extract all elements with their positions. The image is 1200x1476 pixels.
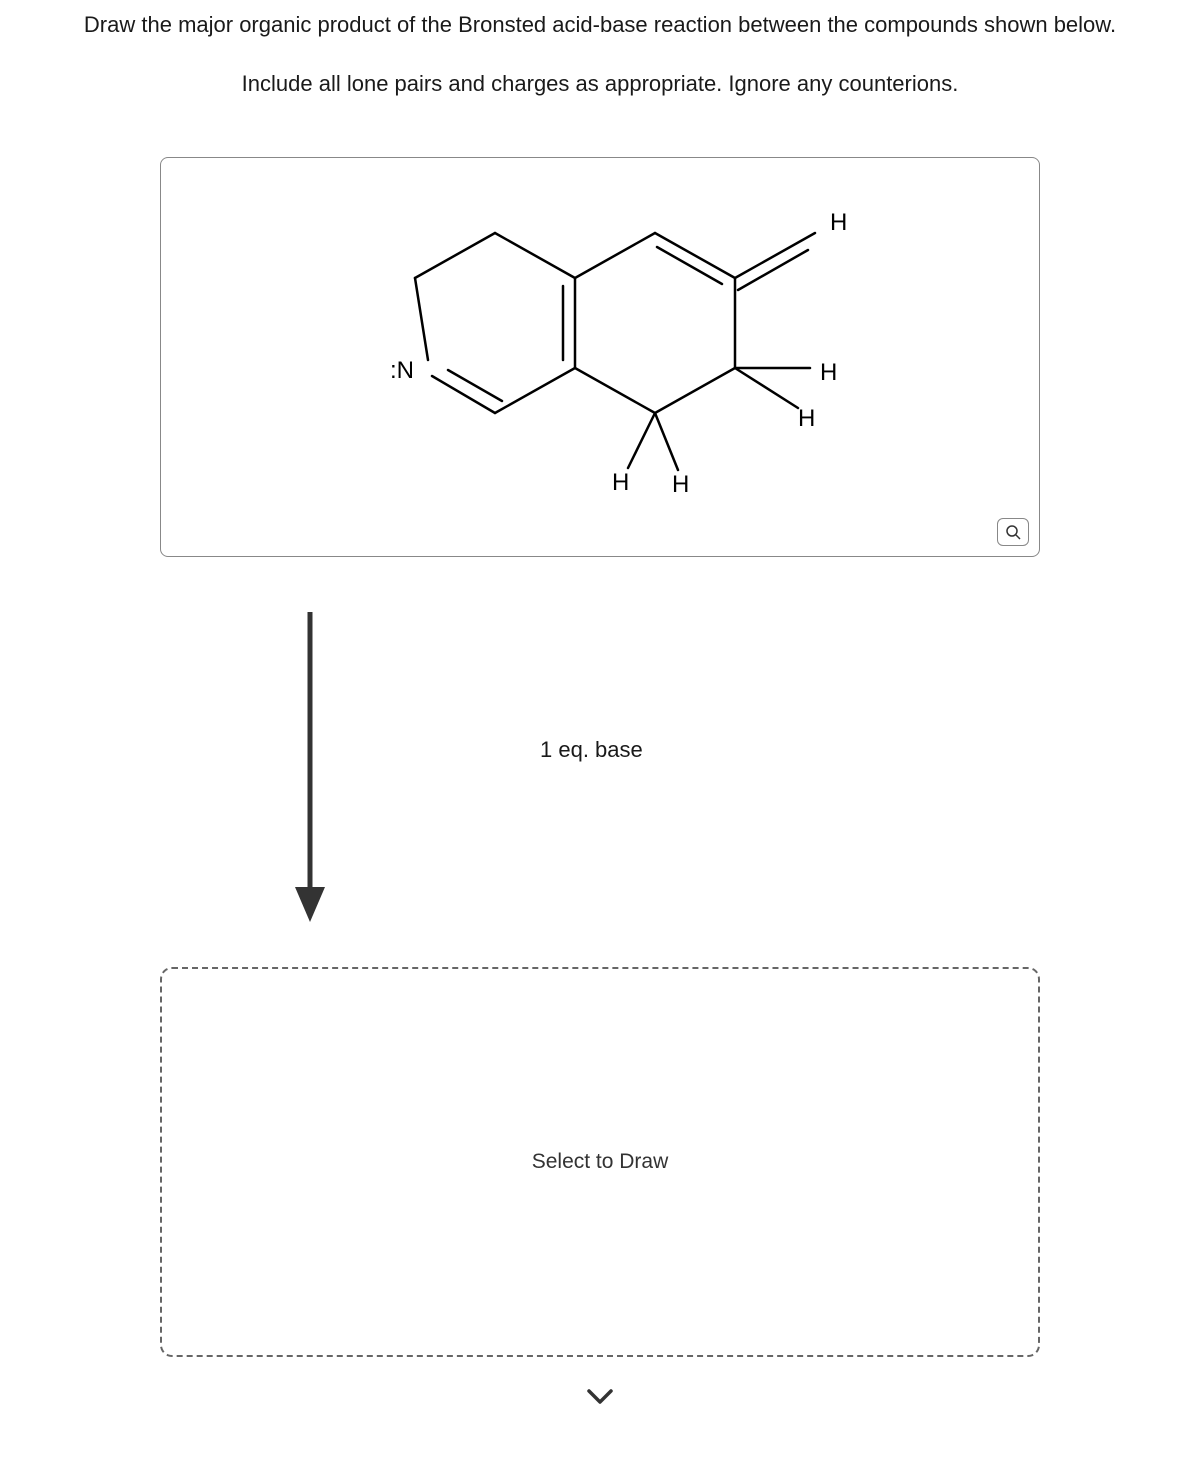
h-label-4: H — [612, 469, 629, 496]
h-label-3: H — [798, 405, 815, 432]
answer-draw-area[interactable]: Select to Draw — [160, 967, 1040, 1357]
zoom-button[interactable] — [997, 518, 1029, 546]
h-label-1: H — [830, 209, 847, 236]
nitrogen-label: :N — [390, 357, 414, 384]
reagent-label: 1 eq. base — [540, 737, 643, 763]
h-label-5: H — [672, 471, 689, 498]
h-label-2: H — [820, 359, 837, 386]
molecule-display-box: :N H H H H H — [160, 157, 1040, 557]
instruction-text: Draw the major organic product of the Br… — [40, 10, 1160, 41]
chevron-down-icon — [585, 1387, 615, 1407]
reaction-arrow-section: 1 eq. base — [160, 607, 1040, 937]
magnify-icon — [1005, 524, 1021, 540]
question-container: Draw the major organic product of the Br… — [0, 0, 1200, 1452]
answer-placeholder-text: Select to Draw — [532, 1150, 669, 1174]
content-area: :N H H H H H 1 eq. base Select to — [40, 157, 1160, 1412]
reaction-arrow — [280, 607, 340, 927]
sub-instruction-text: Include all lone pairs and charges as ap… — [40, 71, 1160, 97]
expand-chevron[interactable] — [160, 1387, 1040, 1412]
molecule-structure: :N H H H H H — [250, 158, 950, 538]
